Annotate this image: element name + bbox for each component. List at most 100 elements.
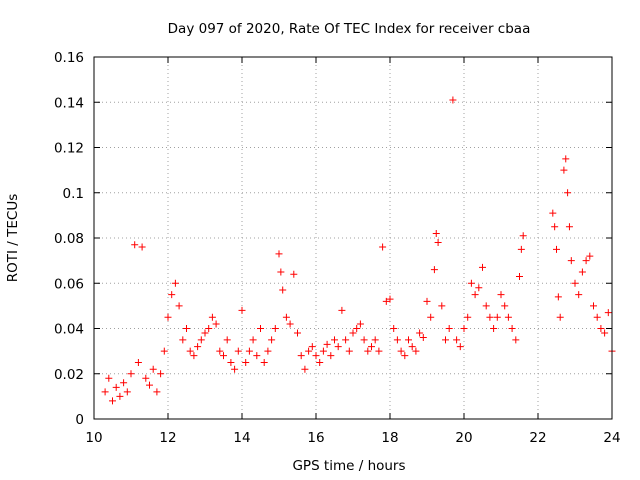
data-point	[553, 245, 560, 253]
data-point	[123, 388, 131, 396]
data-point	[419, 334, 427, 342]
data-point	[517, 245, 525, 253]
data-point	[593, 313, 601, 321]
data-point	[516, 272, 523, 280]
data-point	[171, 279, 179, 287]
data-point	[238, 306, 246, 314]
data-point	[345, 347, 353, 355]
data-point	[486, 313, 494, 321]
x-tick-label: 18	[381, 430, 398, 446]
data-point	[257, 325, 264, 332]
data-point	[460, 325, 468, 332]
data-point	[190, 352, 198, 360]
data-point	[371, 336, 379, 344]
data-point	[475, 284, 483, 292]
data-point	[264, 347, 272, 355]
data-point	[508, 325, 516, 332]
data-point	[282, 313, 290, 321]
data-point	[305, 347, 313, 355]
data-point	[501, 302, 509, 310]
data-point	[504, 313, 512, 321]
y-tick-label: 0.04	[54, 322, 84, 338]
data-point	[319, 347, 327, 355]
axis-ticks: 10 12 14 16 18 20 22 24 0 0.02 0.04 0.06 0.08 0.1 0.12…	[54, 50, 621, 446]
x-tick-label: 12	[159, 430, 176, 446]
data-point	[551, 223, 559, 231]
data-point	[379, 243, 387, 251]
data-point	[231, 365, 239, 373]
data-point	[279, 286, 287, 294]
data-point	[464, 313, 472, 321]
data-point	[253, 352, 261, 360]
data-point	[242, 358, 250, 366]
data-point	[349, 329, 357, 337]
data-point	[442, 336, 449, 344]
data-point	[301, 365, 309, 373]
data-point	[116, 392, 124, 400]
data-points	[101, 96, 616, 405]
grid-lines	[94, 57, 612, 419]
data-point	[401, 352, 409, 360]
plot-frame	[93, 56, 613, 420]
data-point	[160, 347, 168, 355]
data-point	[131, 241, 139, 249]
data-point	[109, 397, 116, 405]
data-point	[290, 270, 298, 278]
data-point	[430, 266, 438, 274]
data-point	[549, 209, 557, 217]
x-axis-label: GPS time / hours	[292, 458, 405, 474]
data-point	[271, 325, 279, 332]
data-point	[490, 325, 498, 332]
data-point	[356, 320, 364, 328]
data-point	[416, 329, 424, 337]
data-point	[186, 347, 194, 355]
data-point	[512, 336, 520, 344]
data-point	[456, 343, 464, 351]
data-point	[493, 313, 501, 321]
data-point	[220, 352, 227, 360]
data-point	[353, 325, 361, 332]
data-point	[467, 279, 475, 287]
data-point	[567, 257, 575, 265]
data-point	[386, 295, 394, 303]
data-point	[571, 279, 579, 287]
data-point	[434, 239, 442, 247]
y-tick-label: 0.12	[54, 141, 84, 157]
data-point	[157, 370, 165, 378]
data-point	[312, 352, 320, 360]
data-point	[445, 325, 453, 332]
x-tick-label: 20	[455, 430, 472, 446]
x-tick-label: 16	[307, 430, 324, 446]
data-point	[138, 243, 146, 251]
data-point	[427, 313, 435, 321]
y-tick-label: 0.1	[63, 186, 84, 202]
data-point	[268, 336, 276, 344]
data-point	[364, 347, 372, 355]
data-point	[582, 257, 590, 265]
data-point	[360, 336, 368, 344]
data-point	[590, 302, 597, 310]
data-point	[201, 329, 209, 337]
data-point	[216, 347, 224, 355]
data-point	[368, 343, 375, 351]
data-point	[146, 381, 153, 389]
y-tick-label: 0	[75, 412, 84, 428]
data-point	[453, 336, 461, 344]
data-point	[327, 352, 335, 360]
data-point	[208, 313, 216, 321]
data-point	[556, 313, 564, 321]
data-point	[323, 340, 331, 348]
y-axis-label: ROTI / TECUs	[5, 194, 21, 282]
data-point	[105, 374, 113, 382]
data-point	[331, 336, 338, 344]
data-point	[564, 189, 572, 197]
y-tick-label: 0.08	[54, 231, 84, 247]
data-point	[149, 365, 157, 373]
data-point	[194, 343, 202, 351]
x-tick-label: 10	[85, 430, 102, 446]
data-point	[297, 352, 305, 360]
data-point	[316, 358, 324, 366]
data-point	[578, 268, 586, 276]
y-tick-label: 0.16	[54, 50, 84, 66]
y-tick-label: 0.14	[54, 95, 84, 111]
